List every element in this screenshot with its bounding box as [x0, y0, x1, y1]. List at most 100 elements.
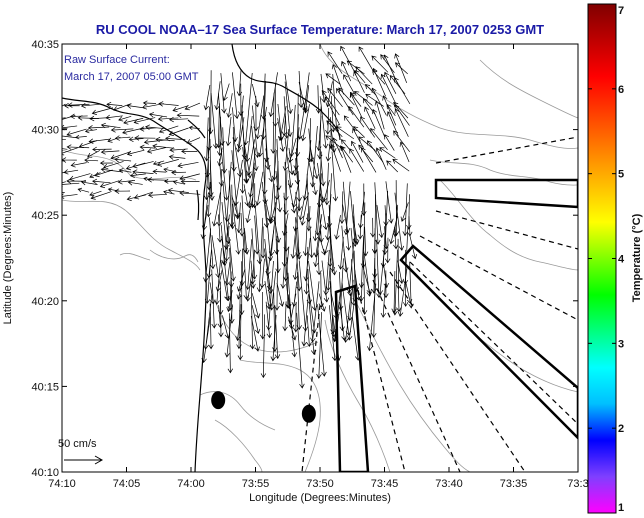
current-vector	[386, 160, 399, 173]
current-vector	[265, 128, 271, 170]
current-vector	[394, 108, 409, 137]
current-vector	[261, 181, 270, 229]
current-vector	[63, 103, 80, 109]
current-vector	[245, 195, 254, 224]
current-vector	[393, 101, 409, 119]
current-vector	[308, 162, 318, 196]
current-vector	[294, 158, 301, 185]
current-vector	[237, 304, 243, 361]
current-vector	[367, 140, 384, 163]
current-vector	[126, 149, 145, 157]
x-tick-label: 74:05	[113, 478, 141, 490]
current-vector	[338, 236, 344, 270]
current-vector	[259, 258, 265, 289]
current-vector	[219, 139, 230, 201]
current-vector	[365, 83, 377, 96]
current-vector	[62, 103, 66, 107]
current-vector	[280, 235, 287, 289]
current-vector	[394, 62, 408, 75]
current-vector	[110, 151, 131, 160]
current-vector	[351, 140, 364, 163]
current-vector	[158, 125, 179, 134]
current-vector	[209, 217, 216, 270]
current-vector	[62, 139, 66, 140]
current-vector	[242, 235, 249, 300]
current-vector	[132, 169, 154, 175]
current-vector	[312, 184, 321, 242]
current-vector	[343, 74, 355, 95]
current-vector	[355, 66, 373, 85]
current-vector	[358, 236, 365, 289]
current-vector	[221, 235, 231, 302]
current-vector	[320, 193, 329, 231]
current-vector	[100, 122, 121, 129]
current-vector	[294, 235, 302, 292]
current-vector	[211, 269, 217, 329]
current-vector	[339, 191, 345, 224]
current-vector	[217, 214, 223, 243]
current-vector	[364, 106, 376, 129]
current-vector	[300, 104, 310, 142]
current-vector	[319, 96, 329, 149]
transect-boxes	[334, 178, 578, 472]
current-vector	[393, 130, 410, 153]
current-vector	[343, 115, 354, 128]
current-vector	[184, 102, 201, 111]
current-vector	[268, 194, 278, 257]
current-vector	[353, 70, 365, 93]
current-vector	[245, 270, 253, 302]
current-vector	[168, 127, 189, 136]
current-vector	[176, 112, 200, 119]
current-vector	[393, 227, 399, 250]
current-vector	[66, 128, 87, 137]
current-vector	[327, 216, 337, 276]
current-vector	[62, 117, 66, 119]
current-vector	[78, 140, 98, 148]
current-vector	[265, 225, 275, 276]
current-vector	[110, 127, 134, 133]
current-vector	[84, 157, 99, 163]
current-vector	[227, 279, 233, 311]
current-vector	[320, 73, 327, 103]
current-vector	[236, 117, 245, 150]
current-vector	[392, 158, 410, 172]
current-vector	[99, 180, 120, 189]
colorbar-tick-label: 3	[618, 338, 624, 350]
current-vector	[332, 137, 343, 159]
current-vector	[255, 171, 264, 206]
mooring-marker	[211, 391, 226, 410]
current-vector	[349, 92, 363, 118]
current-vector	[201, 316, 211, 364]
current-vector	[334, 215, 341, 240]
current-vector	[215, 269, 223, 292]
current-vector	[380, 283, 387, 318]
current-vector	[288, 293, 297, 325]
current-vector	[242, 124, 250, 184]
annotation-line-2: March 17, 2007 05:00 GMT	[64, 71, 199, 83]
current-vector	[394, 104, 410, 126]
colorbar-tick-label: 6	[618, 84, 624, 96]
current-vector	[235, 314, 241, 342]
current-vector	[249, 281, 256, 350]
current-vector	[201, 204, 209, 231]
current-vector	[385, 181, 394, 224]
current-vector	[326, 120, 343, 138]
current-vector	[80, 103, 101, 109]
current-vector	[127, 180, 143, 186]
current-vector	[232, 72, 240, 120]
current-vector	[376, 205, 384, 239]
current-vector	[323, 236, 330, 255]
current-vector	[132, 161, 154, 169]
current-vector	[336, 88, 354, 116]
current-vector	[380, 54, 395, 73]
current-vector	[169, 147, 188, 153]
current-vector	[310, 281, 320, 343]
current-vector	[354, 270, 362, 301]
current-vector	[406, 194, 412, 230]
current-vector	[265, 148, 274, 183]
current-vector	[260, 314, 267, 379]
radial-dashed-lines	[301, 136, 578, 472]
current-vector	[272, 292, 278, 353]
current-vector	[282, 301, 288, 332]
colorbar-ticks: 7 6 5 4 3 2 1	[588, 3, 625, 514]
